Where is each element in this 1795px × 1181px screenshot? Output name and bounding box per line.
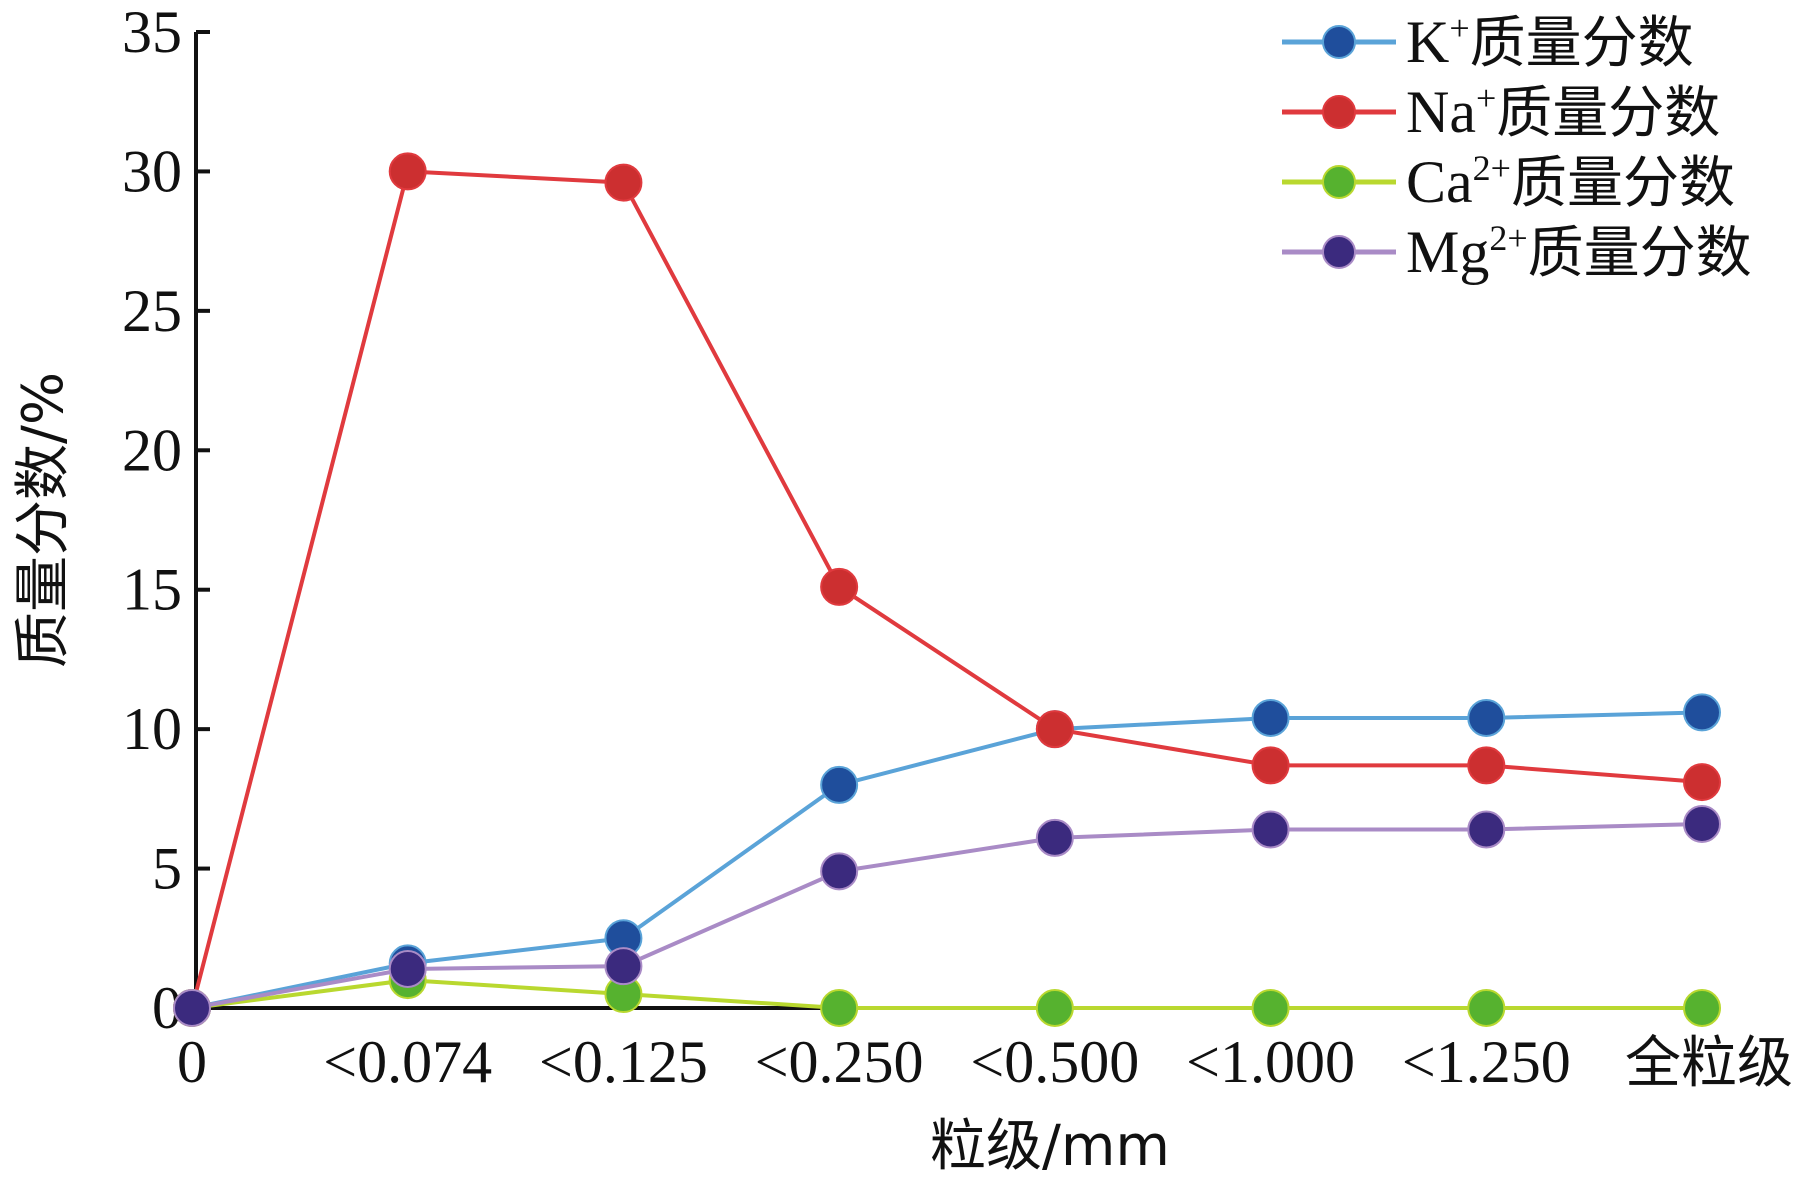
legend-item: Na+质量分数 [1282,78,1720,146]
legend-label-suffix: 质量分数 [1528,221,1752,286]
y-tick-label: 35 [122,0,182,65]
legend-label-sup: 2+ [1473,148,1511,188]
y-axis-title: 质量分数/% [11,372,76,668]
y-tick-label: 10 [122,696,182,762]
data-point [604,947,643,986]
legend-swatch-marker [1322,235,1356,269]
series-line [191,710,1703,1010]
legend-label-sup: + [1449,8,1469,48]
x-tick-label: 0 [177,1029,207,1095]
data-point [1467,746,1506,785]
legend-label-suffix: 质量分数 [1511,151,1735,216]
legend-label-suffix: 质量分数 [1470,11,1694,76]
legend-label: Mg2+质量分数 [1406,218,1752,286]
x-tick-label: <1.250 [1402,1029,1571,1095]
data-point [820,852,859,891]
series-line [191,821,1703,1010]
y-tick-label: 20 [122,417,182,483]
x-tick-label: <1.000 [1186,1029,1355,1095]
y-tick-label: 5 [152,836,182,902]
data-point [1467,989,1506,1027]
legend-item: Ca2+质量分数 [1282,148,1735,216]
data-point [820,765,859,804]
data-point [1035,818,1074,857]
x-tick-label: <0.125 [539,1029,708,1095]
x-axis-title: 粒级/mm [930,1114,1170,1179]
data-point [388,949,427,988]
legend-label-base: Na [1406,79,1476,145]
series-line [190,169,1703,1009]
legend-item: K+质量分数 [1282,8,1694,76]
data-point [1467,698,1506,737]
legend-swatch-marker [1322,25,1356,59]
legend-label: Ca2+质量分数 [1406,148,1735,216]
legend-label-base: K [1406,9,1449,75]
data-point [1683,989,1721,1027]
data-point [820,567,859,606]
legend-label-base: Ca [1406,149,1473,215]
legend-swatch-marker [1322,95,1356,129]
data-point [1251,746,1290,785]
legend-label-sup: + [1476,78,1496,118]
x-tick-label: <0.074 [323,1029,492,1095]
data-point [1467,810,1506,849]
x-tick-label: <0.500 [970,1029,1139,1095]
x-tick-label: 全粒级 [1625,1031,1793,1096]
legend-swatch-marker [1322,165,1356,199]
data-point [1683,693,1721,732]
data-point [1251,698,1290,737]
data-point [1683,804,1721,843]
data-point [604,163,643,202]
data-point [1035,989,1074,1027]
legend-item: Mg2+质量分数 [1282,218,1752,286]
legend-label-sup: 2+ [1489,218,1527,258]
series-mg [173,804,1721,1027]
data-point [1251,810,1290,849]
data-point [820,989,859,1027]
legend-label: Na+质量分数 [1406,78,1720,146]
legend-label: K+质量分数 [1406,8,1694,76]
y-tick-label: 30 [122,138,182,204]
legend-label-suffix: 质量分数 [1496,81,1720,146]
data-point [388,152,427,191]
y-tick-label: 15 [122,557,182,623]
data-point [1035,710,1074,749]
x-tick-label: <0.250 [755,1029,924,1095]
data-point [173,989,211,1027]
data-point [1683,763,1721,802]
legend-label-base: Mg [1406,219,1489,285]
series-layer [173,152,1721,1027]
series-line [191,978,1702,1010]
y-tick-label: 25 [122,278,182,344]
data-point [1251,989,1290,1027]
